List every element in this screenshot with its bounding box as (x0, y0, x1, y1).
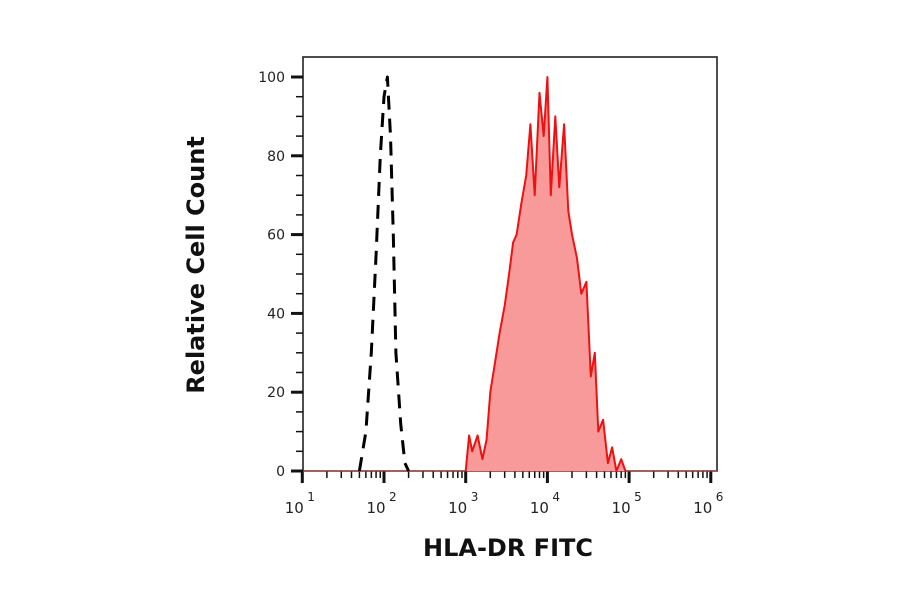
y-tick-label: 40 (267, 306, 285, 322)
x-tick-exponent: 5 (634, 490, 642, 504)
x-tick-label: 10 (693, 499, 712, 517)
y-axis-label: Relative Cell Count (182, 136, 210, 394)
x-tick-exponent: 4 (552, 490, 560, 504)
x-axis-label: HLA-DR FITC (423, 534, 593, 562)
y-tick-label: 80 (267, 149, 285, 165)
y-tick-label: 20 (267, 385, 285, 401)
y-tick-label: 0 (276, 464, 285, 480)
x-tick-exponent: 2 (389, 490, 397, 504)
x-tick-exponent: 3 (471, 490, 479, 504)
isotype-control-line (357, 75, 410, 472)
x-tick-label: 10 (366, 499, 385, 517)
y-tick-label: 60 (267, 228, 285, 244)
x-tick-label: 10 (448, 499, 467, 517)
histogram-fill (465, 77, 626, 471)
histogram-line (464, 76, 627, 472)
x-tick-label: 10 (530, 499, 549, 517)
series-layer (303, 75, 717, 472)
x-tick-label: 10 (285, 499, 304, 517)
x-tick-exponent: 6 (716, 490, 724, 504)
y-tick-label: 100 (258, 70, 285, 86)
y-axis: 0 20 40 60 80 100 (258, 70, 303, 480)
x-tick-exponent: 1 (307, 490, 315, 504)
x-tick-label: 10 (612, 499, 631, 517)
